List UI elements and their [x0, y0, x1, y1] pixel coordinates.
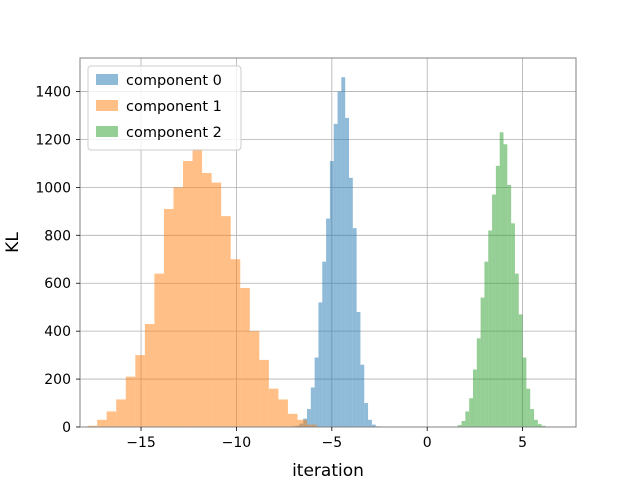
- histogram-bar: [116, 399, 126, 427]
- histogram-bar: [154, 273, 164, 427]
- histogram-bar: [371, 424, 376, 427]
- histogram-bar: [314, 357, 319, 427]
- x-tick-label: −10: [222, 435, 252, 451]
- histogram-bar: [318, 302, 323, 427]
- x-axis-label: iteration: [292, 461, 364, 480]
- y-tick-label: 200: [44, 372, 71, 388]
- histogram-bar: [183, 161, 193, 427]
- histogram-bar: [526, 388, 531, 427]
- histogram-bar: [356, 311, 361, 427]
- series-2-bars: [457, 132, 546, 427]
- histogram-bar: [259, 359, 269, 427]
- histogram-bar: [211, 182, 222, 427]
- histogram-bar: [503, 144, 508, 427]
- y-tick-label: 400: [44, 324, 71, 340]
- histogram-bar: [297, 419, 308, 427]
- histogram-bar: [192, 149, 203, 427]
- histogram-bar: [495, 165, 500, 427]
- legend-swatch: [96, 126, 118, 137]
- histogram-bar: [465, 411, 470, 427]
- series-1-bars: [87, 149, 317, 427]
- histogram-bar: [173, 187, 184, 427]
- histogram-bar: [97, 419, 107, 427]
- histogram-bar: [307, 424, 317, 427]
- histogram-bar: [202, 173, 212, 427]
- histogram-bar: [499, 132, 504, 427]
- histogram-bar: [125, 376, 136, 427]
- legend-label: component 0: [126, 73, 222, 89]
- histogram-bar: [352, 228, 357, 427]
- x-tick-label: 5: [518, 435, 527, 451]
- y-tick-label: 1200: [35, 132, 71, 148]
- y-tick-label: 800: [44, 228, 71, 244]
- histogram-bar: [469, 398, 473, 427]
- histogram-bar: [310, 387, 315, 427]
- histogram-bar: [87, 425, 98, 427]
- histogram-bar: [364, 403, 369, 427]
- legend: component 0 component 1 component 2: [87, 65, 242, 151]
- histogram-bar: [537, 424, 542, 427]
- legend-box: [87, 65, 242, 151]
- y-tick-label: 1400: [35, 85, 71, 101]
- histogram-bar: [106, 411, 117, 427]
- histogram-bar: [144, 323, 155, 427]
- legend-label: component 2: [126, 125, 222, 141]
- histogram-bar: [307, 409, 311, 427]
- x-tick-label: −5: [321, 435, 342, 451]
- histogram-bar: [522, 357, 527, 427]
- histogram-bar: [230, 259, 241, 427]
- histogram-bar: [484, 261, 489, 427]
- y-axis-label: KL: [3, 232, 23, 253]
- legend-swatch: [96, 74, 118, 85]
- legend-swatch: [96, 100, 118, 111]
- histogram-bar: [480, 297, 485, 427]
- histogram-bar: [541, 425, 546, 427]
- histogram-bar: [326, 218, 330, 427]
- histogram-bar: [341, 77, 346, 428]
- series-0-bars: [291, 77, 380, 428]
- histogram-bar: [461, 421, 466, 427]
- histogram-bar: [278, 399, 288, 427]
- histogram-bar: [337, 91, 342, 427]
- histogram-bar: [514, 273, 519, 427]
- y-tick-label: 600: [44, 276, 71, 292]
- histogram-bars: [87, 77, 546, 428]
- x-tick-label: 0: [423, 435, 432, 451]
- histogram-bar: [530, 409, 535, 427]
- histogram-bar: [287, 413, 298, 427]
- y-tick-label: 0: [62, 420, 71, 436]
- histogram-bar: [472, 369, 477, 427]
- histogram-bar: [492, 194, 496, 427]
- histogram-bar: [488, 230, 493, 427]
- histogram-bar: [457, 425, 462, 427]
- histogram-bar: [476, 338, 481, 427]
- x-tick-label: −15: [126, 435, 156, 451]
- histogram-bar: [348, 177, 353, 427]
- histogram-bar: [329, 161, 334, 427]
- histogram-bar: [507, 184, 512, 427]
- histogram-bar: [534, 419, 538, 427]
- plot-frame: [79, 57, 577, 428]
- histogram-bar: [511, 223, 515, 427]
- histogram-bar: [322, 261, 327, 427]
- histogram-bar: [360, 364, 365, 427]
- y-tick-label: 1000: [35, 180, 71, 196]
- histogram-bar: [163, 208, 174, 427]
- histogram-bar: [345, 117, 349, 428]
- histogram-bar: [268, 388, 279, 427]
- histogram-bar: [518, 314, 523, 427]
- histogram-bar: [240, 288, 250, 427]
- axis-ticks: −15 −10 −5 0 5 0 200 400 600 800 1000 1200 1400: [35, 85, 527, 451]
- legend-label: component 1: [126, 99, 222, 115]
- histogram-bar: [368, 419, 372, 427]
- histogram-bar: [221, 216, 231, 427]
- histogram-bar: [135, 355, 145, 427]
- histogram-bar: [249, 331, 260, 427]
- histogram-bar: [333, 123, 338, 428]
